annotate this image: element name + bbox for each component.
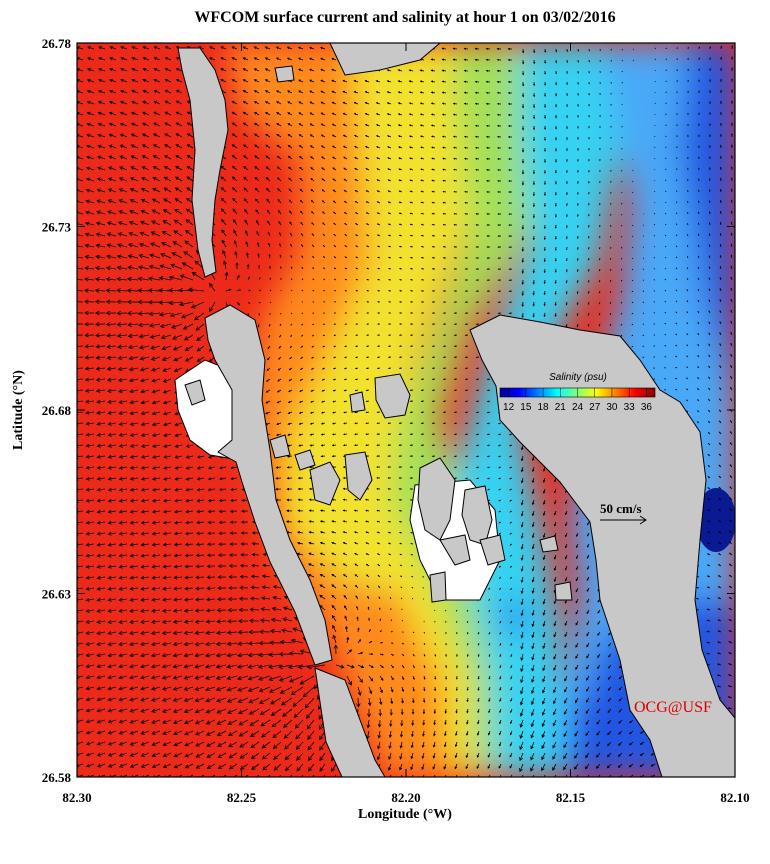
x-tick-label: 82.30 [62,790,91,805]
colorbar-tick-label: 27 [589,402,601,413]
colorbar: Salinity (psu) 12 15 18 21 24 27 30 33 36 [499,372,656,413]
colorbar-tick-label: 18 [537,402,549,413]
colorbar-title: Salinity (psu) [549,372,607,383]
salinity-field [77,43,735,777]
colorbar-tick-label: 12 [503,402,515,413]
credit: OCG@USF [634,699,712,716]
current-vectors [77,45,734,777]
x-axis-label: Longitude (°W) [358,807,452,822]
land [174,43,735,777]
x-tick-label: 82.20 [391,790,420,805]
colorbar-tick-label: 30 [606,402,618,413]
colorbar-tick-label: 21 [555,402,567,413]
x-tick-label: 82.25 [227,790,257,805]
colorbar-tick-label: 15 [520,402,532,413]
x-tick-label: 82.15 [556,790,586,805]
y-tick-label: 26.73 [42,220,72,235]
y-tick-label: 26.63 [42,587,72,602]
y-axis-label: Latitude (°N) [11,370,26,450]
colorbar-tick-label: 33 [624,402,636,413]
scale-arrow [600,515,647,525]
y-tick-label: 26.68 [42,403,72,418]
axes: 82.30 82.25 82.20 82.15 82.10 26.58 26.63 26.68… [42,36,750,805]
colorbar-tick-label: 36 [641,402,653,413]
y-tick-label: 26.58 [42,770,72,785]
x-tick-label: 82.10 [720,790,749,805]
y-tick-label: 26.78 [42,36,72,51]
map-title: WFCOM surface current and salinity at ho… [194,9,615,26]
scale-label: 50 cm/s [600,501,642,516]
colorbar-tick-label: 24 [572,402,584,413]
